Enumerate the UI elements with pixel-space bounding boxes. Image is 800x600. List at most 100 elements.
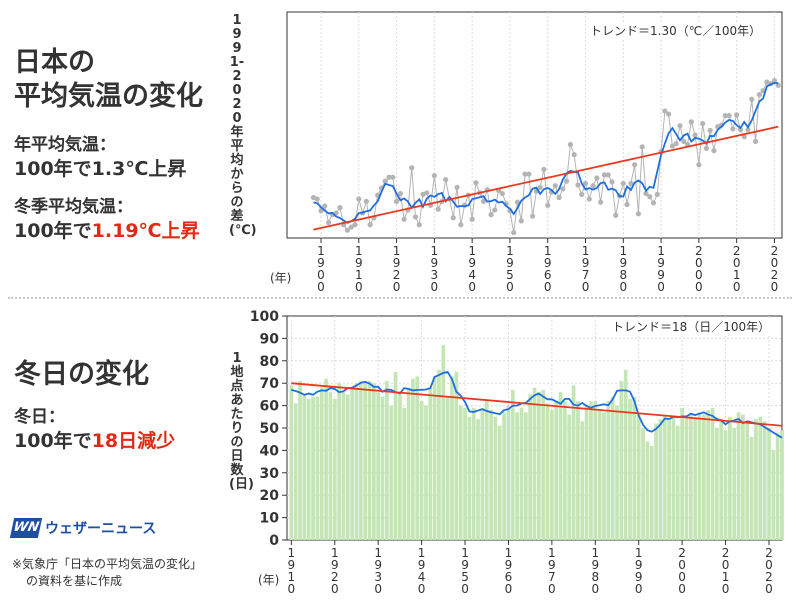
winter-days-bar [537,392,541,540]
winter-days-value: 100年で18日減少 [14,426,175,453]
winter-days-y-axis: 0 10 20 30 40 50 60 70 80 90 100 [250,309,287,549]
winter-days-bar [454,372,459,540]
source-note-line1: ※気象庁「日本の平均気温の変化」 [12,557,203,571]
temperature-point [707,127,713,134]
temperature-point [696,162,702,168]
temperature-point [564,178,570,184]
temperature-point [726,113,732,119]
temperature-point [344,227,351,233]
temperature-point [450,215,456,221]
temperature-point [666,111,672,117]
winter-days-bar [302,394,307,540]
winter-days-bar [558,392,563,540]
temperature-point [382,178,388,184]
winter-temp-value-highlight: 1.19℃上昇 [91,220,200,242]
temperature-trend-line [313,125,779,231]
winter-days-bar [428,387,433,540]
winter-days-bar [523,412,528,540]
winter-days-bar [584,405,589,540]
winter-days-bar [484,401,489,540]
temperature-point [620,180,626,187]
winter-days-bar [493,416,498,540]
temperature-point [409,165,415,171]
temperature-point [393,198,400,204]
source-note-line2: の資料を基に作成 [26,574,123,588]
winter-days-bar [476,419,480,540]
winter-days-bar [550,410,554,540]
winter-days-bar [745,423,750,540]
temperature-point [654,191,660,197]
winter-days-y-tick-label: 20 [260,488,280,504]
temperature-point [386,174,392,180]
temperature-point [594,175,600,181]
winter-days-bar [702,414,706,540]
temperature-x-unit: (年) [270,271,291,285]
winter-days-bar [367,380,372,540]
winter-days-bar [662,414,667,540]
temperature-point [397,190,403,197]
winter-days-bar [298,380,302,540]
winter-days-bar [528,394,532,540]
temperature-chart: 1 9 0 0 1 9 1 0 1 9 2 0 1 9 3 0 1 9 4 0 1 9 5 0 1 9 6 0 1 9 7 0 1 9 8 0 1 9 9 0… [270,11,783,294]
winter-days-bar [649,445,654,540]
winter-days-y-tick-label: 90 [260,331,280,347]
source-note: ※気象庁「日本の平均気温の変化」 の資料を基に作成 [12,556,202,590]
winter-days-bar [723,430,728,540]
winter-days-bar [671,416,676,540]
top-chart-ylabel: 1991-2020年平均からの差(℃) [229,13,257,238]
winter-days-bar [519,407,524,540]
temperature-point [643,190,649,197]
bottom-chart-ylabel: 1地点あたりの日数(日) [229,351,254,492]
winter-days-bar [532,387,537,540]
winter-days-bar [332,398,337,540]
temperature-point [322,203,328,209]
winter-days-bar [437,369,441,540]
winter-days-bar [623,369,628,540]
temperature-point [647,194,653,200]
winter-days-y-tick-label: 50 [260,421,280,437]
winter-temp-value-prefix: 100年で [14,220,92,242]
temperature-point [756,92,762,98]
temperature-point [435,206,441,212]
winter-days-bar [580,421,585,540]
temperature-point [325,219,332,226]
winter-days-trend-annotation: トレンド＝18（日／100年） [612,318,771,335]
winter-days-bar [445,396,450,540]
winter-days-bar [667,419,671,540]
winter-days-y-tick-label: 100 [250,309,279,325]
winter-days-bar [380,396,385,540]
winter-days-bar [619,380,624,540]
temperature-point [737,127,744,133]
winter-days-bar [354,383,359,540]
temperature-point [662,108,668,114]
winter-days-bar [480,407,485,540]
winter-days-bar [315,396,320,540]
temperature-point [458,222,464,228]
temperature-point [526,171,532,177]
winter-days-bar [693,416,697,540]
winter-days-bar [654,423,658,540]
winter-days-bar [688,414,693,540]
temperature-point [624,201,630,208]
winter-days-bar [641,428,645,540]
temperature-point [632,162,638,168]
winter-days-bar [602,412,606,540]
winter-days-bar [415,376,420,540]
winter-days-bar [510,389,515,540]
winter-days-bar [350,387,354,540]
winter-days-value-highlight: 18日減少 [91,430,176,452]
temperature-point [541,166,547,173]
temperature-point [416,222,422,228]
